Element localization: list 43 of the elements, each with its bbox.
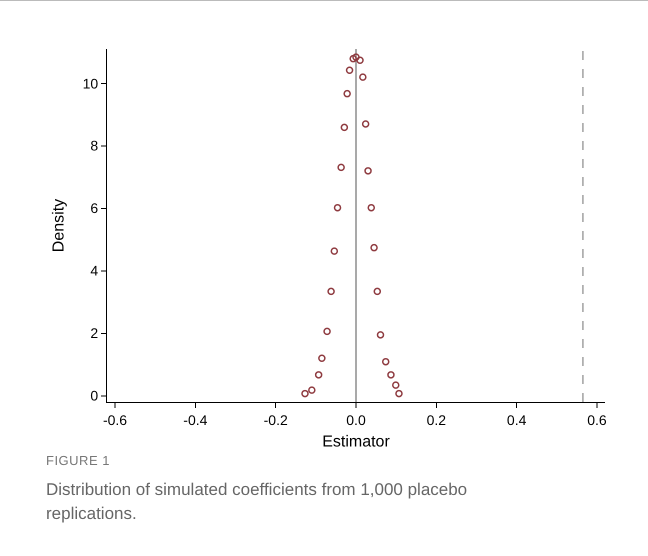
point: [308, 386, 316, 394]
point: [340, 124, 348, 132]
point: [330, 247, 338, 255]
x-tick-label: 0.0: [346, 412, 366, 428]
point: [364, 167, 372, 175]
point: [376, 331, 384, 339]
x-tick-label: 0.6: [587, 412, 607, 428]
x-axis-title: Estimator: [322, 434, 390, 450]
point: [382, 358, 390, 366]
x-tick-label: -0.6: [102, 412, 128, 428]
point: [334, 204, 342, 212]
x-tick-label: 0.2: [426, 412, 446, 428]
point: [323, 328, 331, 336]
point: [327, 288, 335, 296]
caption: FIGURE 1: [46, 453, 111, 468]
point: [349, 54, 357, 62]
point: [356, 56, 364, 64]
point: [346, 66, 354, 74]
point: [352, 53, 360, 61]
x-tick-label: 0.4: [506, 412, 527, 428]
y-tick-label: 2: [90, 325, 98, 342]
point: [318, 354, 326, 362]
point: [314, 371, 322, 379]
point: [337, 164, 345, 172]
point: [392, 381, 400, 389]
y-tick-label: 0: [90, 388, 98, 404]
text: Distribution of simulated coefficients from 1,000 placebo replications.: [46, 479, 468, 525]
y-tick-label: 8: [90, 138, 98, 154]
point: [387, 371, 395, 379]
point: [370, 244, 378, 252]
x-tick-label: -0.2: [264, 412, 288, 428]
point: [359, 73, 367, 81]
y-tick-label: 10: [82, 75, 98, 92]
point: [362, 120, 370, 128]
point: [374, 288, 382, 296]
y-tick-label: 4: [90, 262, 98, 279]
y-axis-title: Density: [50, 198, 68, 252]
point: [395, 390, 403, 398]
point: [343, 90, 351, 98]
y-tick-label: 6: [90, 200, 98, 216]
x-tick-label: -0.4: [183, 412, 208, 428]
point: [368, 204, 376, 212]
point: [301, 390, 309, 398]
